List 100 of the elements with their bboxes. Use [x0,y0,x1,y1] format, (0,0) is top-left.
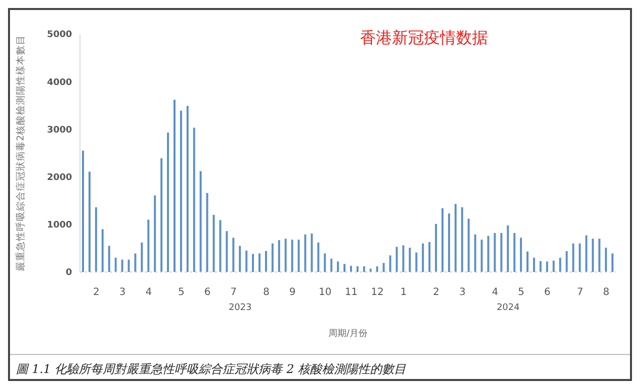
bar [566,251,568,272]
bar [402,245,404,272]
bar [166,132,169,272]
bar [552,260,555,272]
y-tick-label: 2000 [46,172,72,183]
bar [494,232,496,272]
x-tick-label: 5 [518,287,524,298]
x-tick-label: 3 [459,287,466,298]
bar [540,261,542,272]
x-tick-label: 8 [263,287,270,298]
bar [389,255,392,272]
bar [310,233,313,272]
x-tick-label: 6 [544,287,551,298]
x-tick-label: 10 [318,287,332,298]
bar [226,231,228,272]
bar [140,242,143,272]
bar [356,266,359,272]
bar [454,204,457,272]
bar [585,235,588,272]
bar [592,238,594,272]
caption: 圖 1.1 化驗所每周對嚴重急性呼吸綜合症冠狀病毒 2 核酸檢測陽性的數目 [10,354,630,384]
bar [88,172,91,272]
bar [291,240,294,272]
bar [278,240,280,272]
x-tick-label: 7 [576,287,584,298]
bar [442,208,444,272]
x-tick-label: 7 [230,287,237,298]
bar [265,251,268,272]
bar [533,258,536,272]
bar [212,214,215,272]
y-tick-label: 3000 [46,125,72,136]
bar [258,253,260,272]
bar [193,128,196,272]
bar [330,258,332,272]
bar [95,207,98,272]
bar [245,250,248,272]
x-tick-label: 2 [433,287,440,298]
bar [546,262,548,272]
bar [186,106,189,272]
bar [180,110,182,272]
x-tick-label: 8 [603,287,610,298]
bar [232,238,234,272]
bar [396,246,398,272]
bar [363,266,366,272]
bar [121,260,124,272]
bar [317,242,320,272]
bar [468,218,470,272]
bar [154,195,156,272]
bar [474,234,476,272]
bar [415,252,418,272]
bar [108,246,110,272]
bar [252,254,254,272]
bar [578,243,581,272]
bar [422,243,424,272]
bar [206,192,208,272]
x-tick-label: 11 [344,287,358,298]
y-tick-label: 0 [66,268,72,278]
bar [408,248,411,272]
y-tick-label: 4000 [46,78,72,88]
x-tick-label: 12 [371,287,384,298]
bar [304,234,306,272]
bar [604,248,607,272]
y-tick-label: 1000 [46,220,72,231]
bar [506,225,509,272]
x-tick-label: 6 [204,287,211,298]
bar [336,262,339,272]
bar [298,240,300,272]
bar [611,253,614,272]
x-tick-label: 4 [145,287,152,298]
x-tick-label: 2 [93,287,100,298]
bar [559,258,562,272]
x-tick-label: 5 [178,287,185,298]
bar [284,238,287,272]
bar [102,229,104,272]
bar [526,252,528,272]
bar [513,232,516,272]
bar [428,242,430,272]
bar [520,238,522,272]
bar [174,100,176,272]
bar [461,207,464,272]
x-tick-label: 9 [289,287,296,298]
bar [370,268,372,272]
bar [82,150,84,272]
y-tick-label: 5000 [46,30,72,40]
bar [219,220,222,272]
text: 2024 [496,303,520,313]
bar [382,262,385,272]
x-tick-label: 3 [119,287,126,298]
bar [324,253,326,272]
bar [572,243,574,272]
bar [598,238,600,272]
y-axis-title: 嚴重急性呼吸綜合症冠狀病毒2核酸檢測陽性樣本數目 [14,34,26,272]
x-axis-title: 周期/月份 [328,328,368,339]
bar [448,213,450,272]
bar [147,220,150,272]
bar [128,260,130,272]
bar [272,243,274,272]
bar [114,258,117,272]
chart-title: 香港新冠疫情数据 [360,28,488,49]
bar [200,171,202,272]
